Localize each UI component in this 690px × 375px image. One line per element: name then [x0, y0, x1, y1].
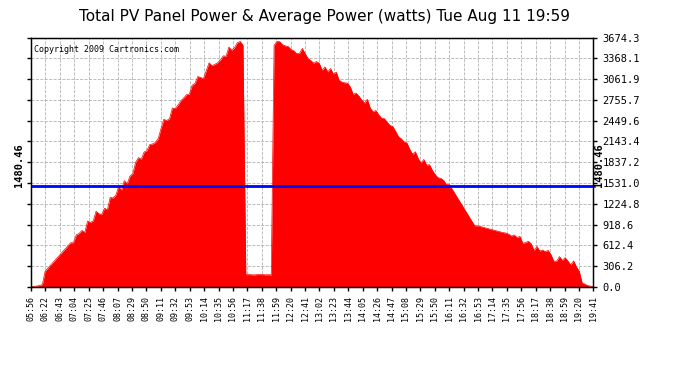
Text: 1480.46: 1480.46 — [594, 143, 604, 187]
Text: 1480.46: 1480.46 — [14, 143, 24, 187]
Text: Total PV Panel Power & Average Power (watts) Tue Aug 11 19:59: Total PV Panel Power & Average Power (wa… — [79, 9, 570, 24]
Text: Copyright 2009 Cartronics.com: Copyright 2009 Cartronics.com — [34, 45, 179, 54]
